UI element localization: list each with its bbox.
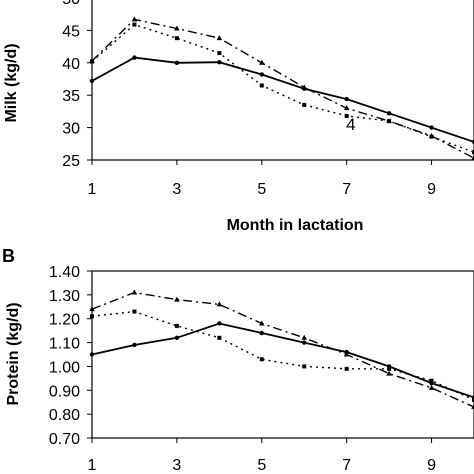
x-tick-label: 7 xyxy=(342,457,351,474)
x-tick-label: 9 xyxy=(427,181,436,198)
data-point xyxy=(428,384,435,390)
data-point xyxy=(344,113,349,118)
x-ticks-milk: 1 3 5 7 9 xyxy=(88,160,436,198)
data-point xyxy=(132,342,137,348)
data-point xyxy=(174,36,179,41)
data-point xyxy=(386,111,392,116)
data-point xyxy=(174,25,180,31)
x-tick-label: 1 xyxy=(88,181,97,198)
data-point xyxy=(216,35,223,41)
data-point xyxy=(471,139,474,145)
data-point xyxy=(344,96,349,102)
series-line-dotted xyxy=(91,310,474,401)
data-point xyxy=(344,366,349,371)
y-tick-label: 30 xyxy=(62,121,80,138)
series-line-solid xyxy=(91,56,474,143)
data-point xyxy=(471,403,474,409)
data-point xyxy=(386,370,392,376)
data-point xyxy=(302,340,307,345)
data-point xyxy=(89,306,95,312)
data-point xyxy=(131,289,138,295)
data-point xyxy=(259,72,264,77)
series-line-dashdot xyxy=(91,291,474,408)
data-point xyxy=(429,134,434,139)
x-tick-label: 3 xyxy=(172,457,181,474)
y-tick-label: 1.10 xyxy=(49,336,80,353)
x-tick-label: 7 xyxy=(342,181,351,198)
series-line-dashdot xyxy=(91,18,474,159)
x-ticks-protein: 1 3 5 7 9 xyxy=(88,438,436,474)
y-tick-label: 0.70 xyxy=(49,431,80,448)
data-point xyxy=(174,60,180,65)
series-milk xyxy=(89,16,474,161)
data-point xyxy=(343,105,350,111)
x-tick-label: 5 xyxy=(257,457,266,474)
x-tick-label: 5 xyxy=(257,181,266,198)
data-point xyxy=(259,83,264,88)
data-point xyxy=(217,321,222,326)
data-point xyxy=(387,366,392,371)
data-point xyxy=(131,16,138,22)
data-point xyxy=(429,125,434,130)
y-tick-label: 50 xyxy=(62,0,80,8)
data-point xyxy=(259,357,264,362)
series-line-solid xyxy=(91,322,474,399)
panel-label-b: B xyxy=(2,246,15,266)
y-tick-label: 35 xyxy=(62,88,80,105)
panel-milk: Milk (kg/d) Month in lactation 253035404… xyxy=(3,0,474,234)
data-point xyxy=(387,119,392,124)
data-point xyxy=(343,351,350,357)
data-point xyxy=(174,323,179,328)
series-line-dotted xyxy=(91,23,474,153)
annotations-milk: 4 xyxy=(346,115,355,134)
y-tick-label: 1.00 xyxy=(49,359,80,376)
data-point xyxy=(217,335,222,340)
y-tick-label: 45 xyxy=(62,23,80,40)
data-point xyxy=(132,309,137,314)
x-tick-label: 9 xyxy=(427,457,436,474)
y-ticks-milk: 25 30 35 40 45 50 xyxy=(62,0,92,170)
x-tick-label: 3 xyxy=(172,181,181,198)
y-tick-label: 1.40 xyxy=(49,264,80,281)
data-point xyxy=(258,320,265,326)
series-protein xyxy=(89,289,474,409)
plot-frame-protein xyxy=(91,270,474,439)
x-axis-title-milk: Month in lactation xyxy=(227,217,364,234)
data-point xyxy=(90,314,94,319)
data-point xyxy=(302,102,307,107)
data-point xyxy=(429,378,434,383)
y-tick-label: 40 xyxy=(62,56,80,73)
y-tick-label: 0.90 xyxy=(49,383,80,400)
data-point xyxy=(217,59,222,65)
y-tick-label: 1.20 xyxy=(49,312,80,329)
data-point xyxy=(174,296,180,302)
y-axis-title-milk: Milk (kg/d) xyxy=(3,43,20,122)
data-point xyxy=(259,330,264,336)
y-ticks-protein: 0.70 0.80 0.90 1.00 1.10 1.20 1.30 1.40 xyxy=(49,264,92,448)
y-axis-title-protein: Protein (kg/d) xyxy=(5,302,22,405)
x-tick-label: 1 xyxy=(88,457,97,474)
panel-protein: B Protein (kg/d) 0.70 0.80 0.90 1.00 1.10 1.2… xyxy=(2,246,474,474)
y-tick-label: 25 xyxy=(62,153,80,170)
data-point xyxy=(472,397,474,402)
data-point xyxy=(132,22,137,27)
data-point xyxy=(301,334,308,340)
data-point xyxy=(217,51,222,56)
data-point xyxy=(216,301,223,307)
data-point xyxy=(89,352,95,357)
data-point xyxy=(90,59,94,64)
data-point xyxy=(302,364,307,369)
data-point xyxy=(472,150,474,155)
y-tick-label: 0.80 xyxy=(49,407,80,424)
plot-frame-milk xyxy=(91,0,474,161)
data-point xyxy=(89,78,95,84)
data-point xyxy=(301,84,308,90)
data-point xyxy=(132,55,137,60)
data-point xyxy=(258,59,265,65)
data-point xyxy=(174,335,180,340)
annotation-label: 4 xyxy=(346,115,355,134)
data-point xyxy=(471,155,474,161)
y-tick-label: 1.30 xyxy=(49,288,80,305)
